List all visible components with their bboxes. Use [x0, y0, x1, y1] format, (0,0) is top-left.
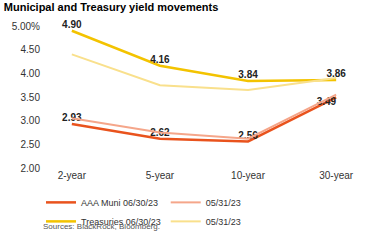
svg-text:10-year: 10-year — [231, 170, 266, 181]
svg-text:5-year: 5-year — [146, 170, 175, 181]
svg-text:05/31/23: 05/31/23 — [206, 198, 241, 208]
svg-text:3.84: 3.84 — [238, 69, 258, 80]
svg-text:2.56: 2.56 — [238, 130, 258, 141]
svg-text:3.86: 3.86 — [326, 68, 346, 79]
svg-text:2.50: 2.50 — [21, 139, 41, 150]
svg-text:AAA Muni 06/30/23: AAA Muni 06/30/23 — [81, 198, 158, 208]
svg-text:3.49: 3.49 — [317, 96, 337, 107]
svg-text:3.50: 3.50 — [21, 92, 41, 103]
svg-text:Municipal and Treasury yield m: Municipal and Treasury yield movements — [4, 1, 219, 13]
svg-text:05/31/23: 05/31/23 — [206, 217, 241, 227]
svg-text:2.00: 2.00 — [21, 163, 41, 174]
svg-text:2-year: 2-year — [58, 170, 87, 181]
svg-text:2.93: 2.93 — [62, 112, 82, 123]
svg-text:4.16: 4.16 — [150, 54, 170, 65]
svg-text:30-year: 30-year — [319, 170, 354, 181]
svg-text:Sources: BlackRock, Bloomberg.: Sources: BlackRock, Bloomberg. — [43, 222, 160, 231]
svg-text:4.90: 4.90 — [62, 19, 82, 30]
svg-text:3.00: 3.00 — [21, 115, 41, 126]
svg-text:4.50: 4.50 — [21, 44, 41, 55]
svg-text:5.00%: 5.00% — [12, 21, 40, 32]
svg-text:2.62: 2.62 — [150, 127, 170, 138]
svg-text:4.00: 4.00 — [21, 68, 41, 79]
svg-text:Treasuries 06/30/23: Treasuries 06/30/23 — [81, 217, 161, 227]
